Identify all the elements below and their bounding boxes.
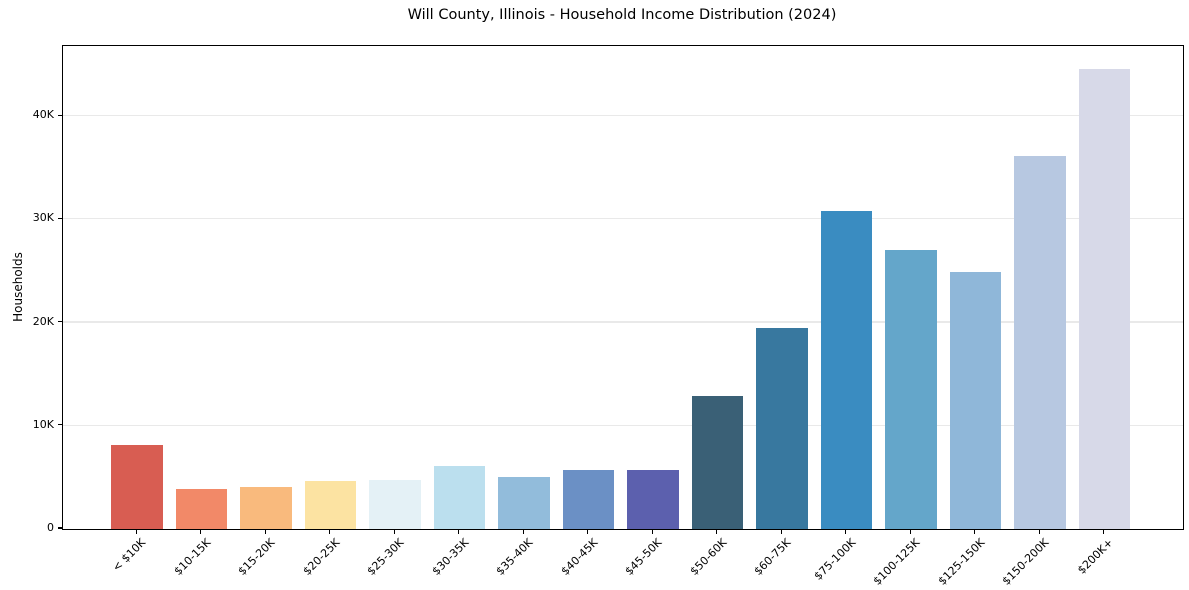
x-tick-label: $100-125K [870, 536, 923, 588]
x-tick-mark [845, 529, 847, 534]
y-axis-label: Households [11, 252, 25, 322]
x-tick-mark [1103, 529, 1105, 534]
y-tick-mark [58, 320, 62, 323]
y-tick-mark [58, 527, 62, 529]
bar-$150-200K [1014, 155, 1066, 529]
gridline [63, 424, 1183, 426]
gridline [63, 321, 1183, 323]
bar-$50-60K [691, 395, 744, 529]
x-tick-mark [393, 529, 395, 534]
x-tick-mark [200, 529, 202, 534]
x-tick-mark [264, 529, 266, 534]
bar-$125-150K [949, 271, 1002, 529]
x-tick-mark [587, 529, 589, 534]
x-tick-mark [909, 529, 911, 534]
y-tick-mark [58, 424, 62, 426]
x-tick-label: $75-100K [811, 536, 858, 583]
x-tick-label: $25-30K [364, 536, 407, 578]
bar-$45-50K [627, 470, 679, 529]
x-tick-mark [135, 529, 137, 534]
bar-$10-15K [175, 488, 228, 529]
y-tick-label: 20K [32, 314, 54, 328]
y-tick-mark [58, 114, 62, 116]
bar-$20-25K [304, 481, 357, 529]
x-tick-mark [458, 529, 460, 534]
x-tick-label: $30-35K [429, 536, 471, 578]
x-tick-mark [1038, 529, 1040, 534]
x-tick-label: $20-25K [300, 536, 342, 578]
x-tick-label: $35-40K [493, 536, 536, 578]
bar-$25-30K [369, 479, 421, 529]
x-tick-label: $10-15K [171, 536, 213, 578]
x-tick-mark [974, 529, 976, 534]
bar-$40-45K [562, 470, 615, 529]
y-tick-label: 10K [32, 417, 54, 431]
y-tick-label: 0 [47, 521, 54, 534]
bar-< $10K [111, 444, 163, 529]
bar-$30-35K [433, 466, 486, 529]
x-tick-mark [329, 529, 331, 534]
bar-$75-100K [820, 210, 873, 529]
y-tick-label: 40K [32, 108, 54, 122]
x-tick-label: < $10K [110, 536, 149, 575]
bar-$200K+ [1078, 68, 1131, 529]
x-tick-label: $125-150K [935, 536, 987, 588]
x-tick-label: $50-60K [687, 536, 729, 578]
x-tick-label: $200K+ [1075, 536, 1116, 577]
bar-$100-125K [885, 250, 937, 529]
bar-$15-20K [240, 486, 292, 529]
plot-area [62, 45, 1184, 530]
x-tick-mark [780, 529, 782, 534]
y-tick-label: 30K [32, 211, 54, 225]
x-tick-mark [716, 529, 718, 534]
bar-$60-75K [756, 328, 808, 529]
x-tick-label: $40-45K [558, 536, 600, 578]
bar-$35-40K [498, 476, 550, 529]
x-tick-label: $45-50K [622, 536, 665, 578]
x-tick-label: $150-200K [999, 536, 1052, 588]
x-tick-mark [522, 529, 524, 534]
x-tick-label: $60-75K [751, 536, 794, 578]
x-tick-mark [651, 529, 653, 534]
x-tick-label: $15-20K [235, 536, 278, 578]
gridline [63, 115, 1183, 117]
gridline [63, 218, 1183, 220]
y-tick-mark [58, 217, 62, 219]
chart-title: Will County, Illinois - Household Income… [407, 7, 837, 23]
